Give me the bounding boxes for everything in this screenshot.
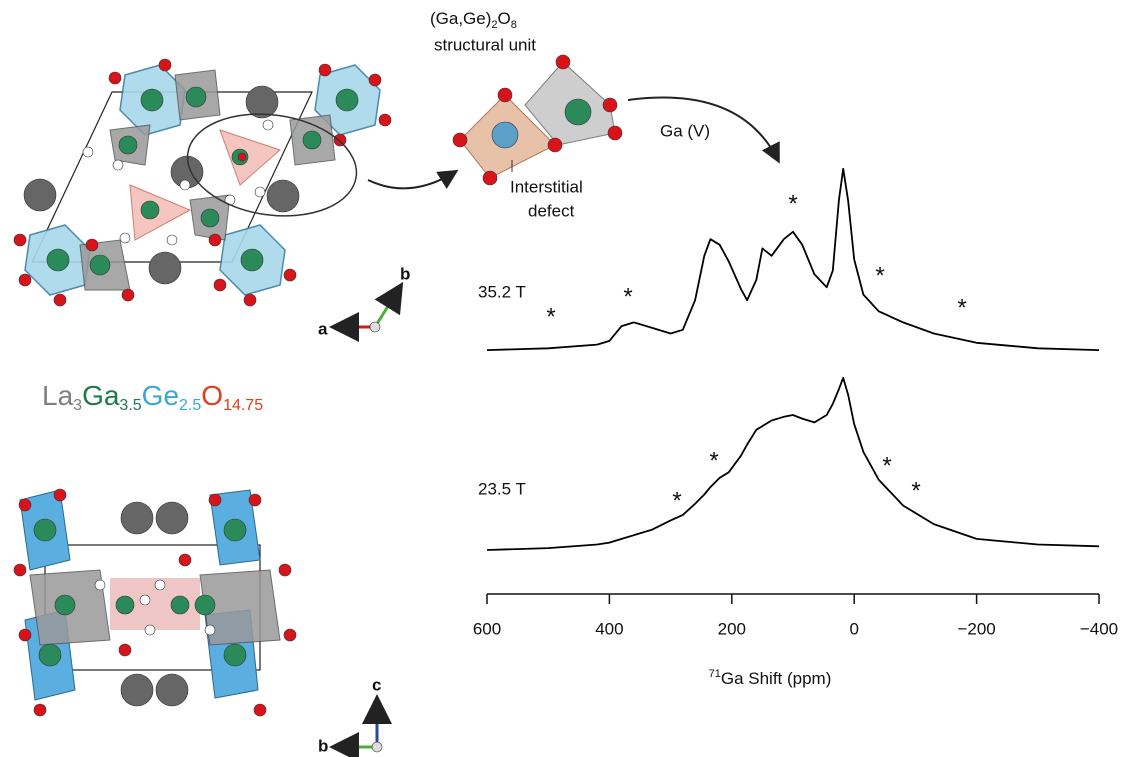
sideband-marker: *	[672, 487, 681, 514]
axis-label: b	[400, 264, 410, 283]
formula: La3Ga3.5Ge2.5O14.75	[42, 380, 263, 414]
axis-label: b	[318, 736, 328, 755]
defect-label: Interstitial	[510, 177, 583, 196]
x-tick-label: 200	[718, 619, 746, 638]
formula-element: La	[42, 380, 74, 411]
formula-element: O	[201, 380, 223, 411]
crystal-structure-top	[14, 59, 455, 332]
sideband-marker: *	[623, 283, 632, 310]
x-tick-label: 600	[473, 619, 501, 638]
crystal-structure-bottom	[14, 489, 382, 752]
formula-element: Ga	[82, 380, 120, 411]
defect-label: defect	[528, 201, 575, 220]
axis-label: a	[318, 319, 328, 338]
structural-unit	[453, 55, 778, 185]
sideband-marker: *	[788, 190, 797, 217]
x-axis-label: 71Ga Shift (ppm)	[709, 668, 832, 689]
figure: (Ga,Ge)2O8 structural unit Ga (V) Inters…	[0, 0, 1125, 757]
sideband-marker: *	[957, 294, 966, 321]
unit-label-line2: structural unit	[434, 35, 536, 54]
sideband-marker: *	[911, 477, 920, 504]
x-label-text: Ga Shift (ppm)	[721, 669, 832, 688]
formula-subscript: 3	[73, 397, 82, 414]
sideband-marker: *	[882, 452, 891, 479]
sideband-marker: *	[546, 303, 555, 330]
x-tick-label: −200	[957, 619, 995, 638]
x-tick-label: 400	[595, 619, 623, 638]
unit-label: (Ga,Ge)2O8	[430, 9, 517, 30]
series-label: 35.2 T	[478, 282, 526, 301]
x-tick-label: −400	[1080, 619, 1118, 638]
series-label: 23.5 T	[478, 479, 526, 498]
axis-label: c	[372, 675, 381, 694]
sideband-marker: *	[875, 262, 884, 289]
spectrum	[487, 378, 1099, 550]
sideband-marker: *	[709, 447, 718, 474]
formula-subscript: 3.5	[119, 397, 141, 414]
formula-element: Ge	[142, 380, 179, 411]
x-label-sup: 71	[709, 668, 721, 680]
site-label: Ga (V)	[660, 121, 710, 140]
formula-subscript: 2.5	[179, 397, 201, 414]
x-tick-label: 0	[849, 619, 858, 638]
formula-subscript: 14.75	[223, 397, 263, 414]
